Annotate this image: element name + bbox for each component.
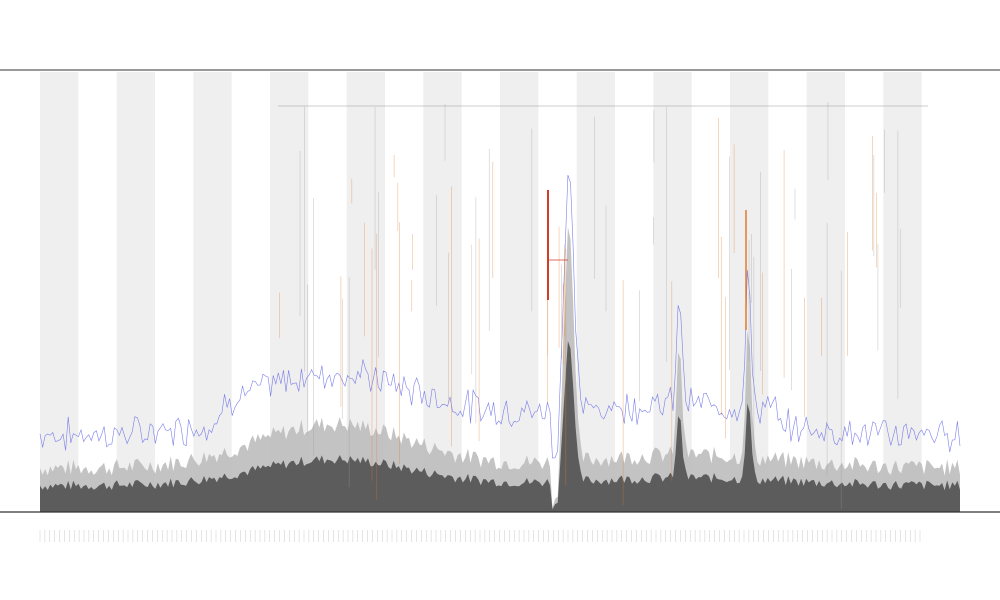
- series-area-dark: [40, 340, 960, 512]
- series-line-blue: [39, 175, 961, 459]
- shaded-band: [193, 72, 232, 512]
- shaded-band: [883, 72, 922, 512]
- shaded-band: [500, 72, 539, 512]
- shaded-band: [806, 72, 845, 512]
- series-area-light: [40, 226, 960, 513]
- shaded-band: [423, 72, 462, 512]
- shaded-band: [116, 72, 155, 512]
- shaded-band: [40, 72, 79, 512]
- shaded-band: [576, 72, 615, 512]
